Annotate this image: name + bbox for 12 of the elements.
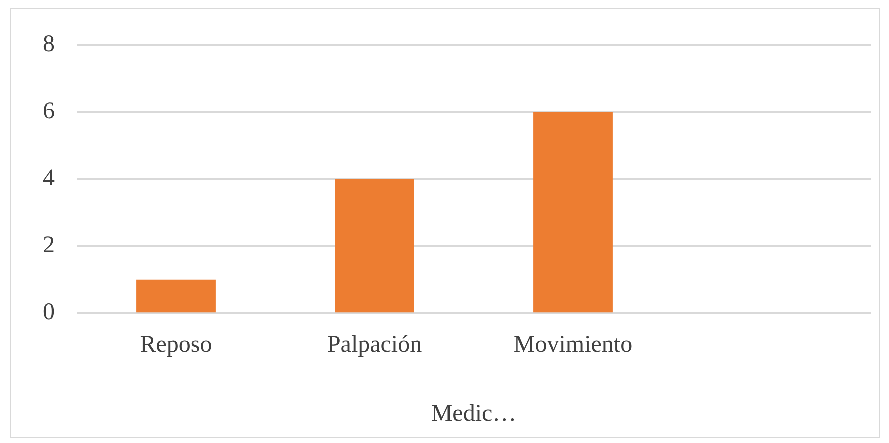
x-axis-title: Medic… xyxy=(431,400,517,427)
bar xyxy=(534,112,613,313)
x-tick-label: Palpación xyxy=(327,332,422,358)
x-tick-label: Reposo xyxy=(140,332,212,358)
y-tick-label: 0 xyxy=(43,300,55,326)
x-tick-label: Movimiento xyxy=(514,332,633,358)
y-tick-label: 4 xyxy=(43,166,55,192)
y-tick-label: 2 xyxy=(43,232,55,259)
y-tick-label: 8 xyxy=(43,32,55,58)
bar xyxy=(335,179,414,313)
bar xyxy=(136,280,216,313)
y-tick-label: 6 xyxy=(43,98,55,125)
